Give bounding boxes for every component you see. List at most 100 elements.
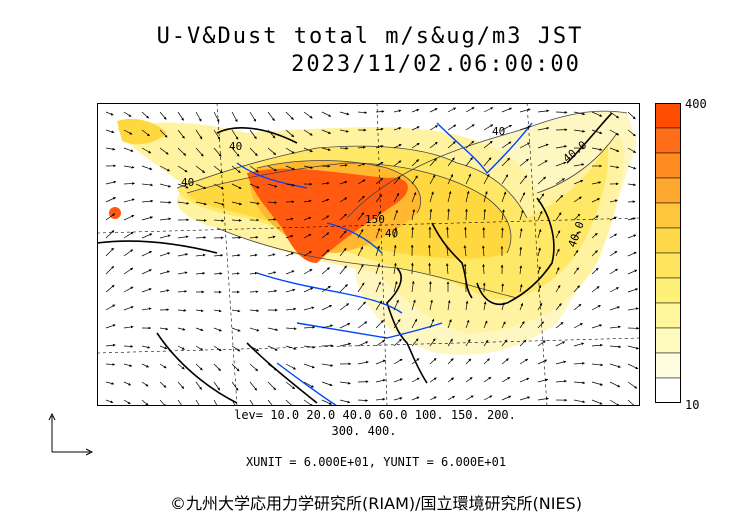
- wind-arrow: [357, 360, 369, 365]
- colorbar-cell: [655, 377, 681, 403]
- map-frame: [97, 103, 640, 406]
- wind-arrow: [375, 145, 384, 149]
- wind-arrow: [159, 111, 167, 120]
- wind-arrow: [357, 399, 369, 402]
- wind-arrow: [249, 345, 260, 352]
- wind-arrow: [123, 214, 135, 221]
- wind-arrow: [573, 129, 586, 133]
- wind-arrow: [555, 212, 562, 221]
- wind-arrow: [429, 108, 438, 113]
- wind-arrow: [105, 343, 116, 347]
- graticule: [97, 103, 640, 406]
- wind-arrow: [177, 235, 189, 239]
- wind-arrow: [429, 191, 434, 203]
- wind-arrow: [123, 286, 134, 293]
- wind-arrow: [591, 111, 603, 117]
- wind-arrow: [411, 280, 415, 293]
- wind-arrow: [321, 249, 330, 257]
- wind-arrow: [321, 181, 330, 185]
- wind-arrow: [231, 219, 242, 222]
- wind-arrow: [393, 227, 398, 239]
- wind-arrow: [501, 174, 509, 185]
- wind-arrow: [393, 160, 402, 167]
- wind-arrow: [357, 145, 366, 149]
- wind-arrow: [447, 141, 456, 149]
- wind-arrow: [609, 147, 620, 152]
- wind-arrow: [267, 183, 278, 188]
- wind-arrow: [285, 363, 297, 370]
- wind-arrow: [105, 147, 116, 151]
- wind-arrow: [357, 301, 366, 311]
- wind-arrow: [393, 244, 397, 257]
- wind-arrow: [555, 230, 561, 239]
- wind-arrow: [537, 378, 549, 383]
- wind-arrow: [447, 208, 450, 221]
- wind-arrow: [483, 320, 488, 329]
- wind-arrow: [249, 363, 259, 372]
- wind-arrow: [501, 395, 512, 401]
- wind-arrow: [465, 140, 475, 149]
- wind-arrow: [285, 129, 295, 138]
- wind-arrow: [249, 399, 255, 406]
- wind-arrow: [501, 191, 507, 203]
- wind-arrow: [339, 230, 347, 239]
- wind-arrow: [339, 163, 348, 167]
- wind-arrow: [501, 124, 513, 131]
- wind-arrow: [591, 343, 603, 347]
- wind-arrow: [231, 381, 239, 391]
- wind-arrow: [537, 160, 548, 167]
- wind-arrow: [375, 263, 381, 275]
- rivers: [236, 122, 533, 406]
- wind-arrow: [447, 107, 457, 113]
- wind-arrow: [482, 263, 485, 275]
- axes-icon: [48, 412, 94, 456]
- wind-arrow: [141, 199, 154, 203]
- wind-arrow: [465, 208, 468, 221]
- wind-arrow: [105, 213, 116, 221]
- wind-arrow: [411, 175, 418, 185]
- wind-arrow: [267, 345, 278, 351]
- wind-arrow: [427, 244, 431, 257]
- wind-arrow: [213, 272, 223, 275]
- wind-arrow: [375, 379, 386, 383]
- wind-arrow: [393, 280, 398, 293]
- colorbar-cell: [655, 227, 681, 254]
- wind-arrow: [591, 286, 600, 293]
- wind-arrow: [609, 345, 622, 349]
- wind-arrow: [483, 208, 487, 221]
- wind-arrow: [537, 176, 547, 185]
- wind-arrow: [303, 251, 312, 257]
- wind-arrow: [537, 397, 549, 401]
- wind-arrow: [609, 325, 621, 329]
- wind-arrow: [177, 165, 188, 173]
- timestamp: 2023/11/02.06:00:00: [291, 52, 581, 77]
- wind-arrow: [627, 251, 637, 257]
- wind-arrow: [428, 262, 432, 275]
- wind-arrow: [285, 165, 296, 170]
- wind-arrow: [249, 165, 259, 173]
- wind-arrow: [141, 183, 154, 187]
- wind-arrow: [411, 108, 420, 113]
- contour-label-40: 40: [181, 176, 194, 189]
- wind-arrow: [159, 381, 167, 388]
- wind-arrow: [393, 358, 403, 365]
- wind-arrow: [573, 111, 586, 116]
- contour-label-40: 40: [385, 227, 398, 240]
- wind-arrow: [429, 357, 437, 365]
- wind-arrow: [411, 142, 420, 149]
- wind-arrow: [339, 180, 348, 185]
- wind-arrow: [573, 399, 586, 404]
- wind-arrow: [411, 358, 420, 365]
- wind-arrow: [483, 107, 494, 113]
- wind-arrow: [483, 376, 492, 383]
- wind-arrow: [303, 233, 312, 239]
- wind-arrow: [339, 399, 351, 404]
- wind-arrow: [123, 198, 135, 203]
- wind-arrow: [519, 284, 523, 293]
- wind-arrow: [267, 381, 277, 391]
- wind-arrow: [445, 263, 449, 275]
- wind-arrow: [483, 173, 490, 185]
- wind-arrow: [141, 399, 149, 406]
- wind-arrow: [445, 244, 449, 257]
- wind-arrow: [285, 270, 295, 275]
